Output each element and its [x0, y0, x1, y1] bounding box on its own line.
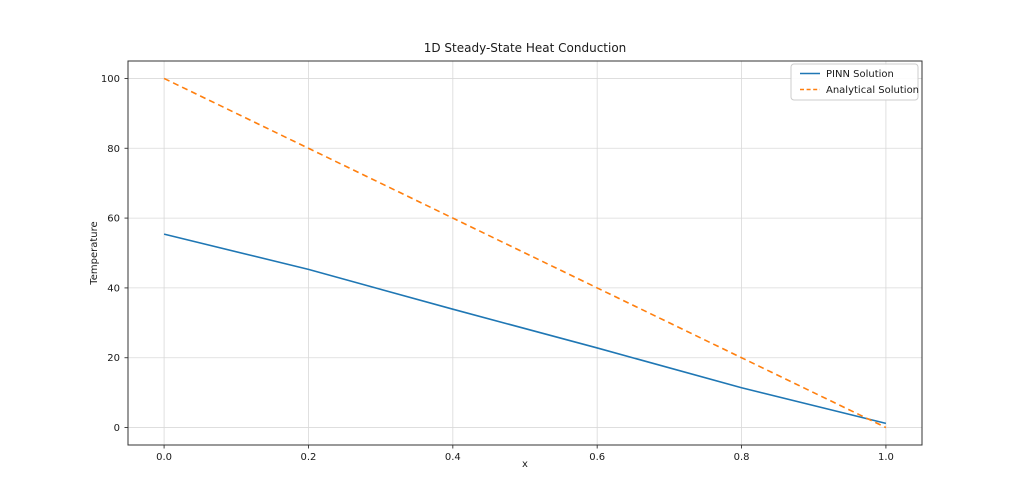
legend-label: Analytical Solution — [826, 85, 919, 96]
y-tick-label: 100 — [101, 74, 120, 85]
x-tick-label: 0.8 — [734, 452, 750, 463]
legend: PINN Solution Analytical Solution — [790, 63, 919, 101]
series-line-pinn-solution — [163, 233, 887, 425]
axis-ticks: 0.0 0.2 0.4 0.6 0.8 1.0 0 20 40 60 80 100 — [101, 74, 894, 463]
y-tick-label: 0 — [114, 423, 120, 434]
y-axis-label: Temperature — [89, 221, 100, 285]
x-tick-label: 0.2 — [301, 452, 317, 463]
y-tick-label: 40 — [107, 283, 120, 294]
legend-frame — [790, 63, 919, 101]
x-tick-label: 0.0 — [156, 452, 172, 463]
y-tick-label: 20 — [107, 353, 120, 364]
x-tick-label: 1.0 — [878, 452, 894, 463]
series-line-analytical-solution — [163, 77, 887, 429]
y-tick-label: 80 — [107, 144, 120, 155]
chart-title: 1D Steady-State Heat Conduction — [424, 41, 627, 55]
grid-lines — [128, 61, 922, 445]
x-tick-label: 0.6 — [589, 452, 605, 463]
legend-label: PINN Solution — [826, 69, 894, 80]
y-tick-label: 60 — [107, 214, 120, 225]
series-lines — [163, 77, 887, 429]
x-axis-label: x — [522, 459, 528, 470]
axes-frame — [127, 60, 923, 446]
x-tick-label: 0.4 — [445, 452, 461, 463]
